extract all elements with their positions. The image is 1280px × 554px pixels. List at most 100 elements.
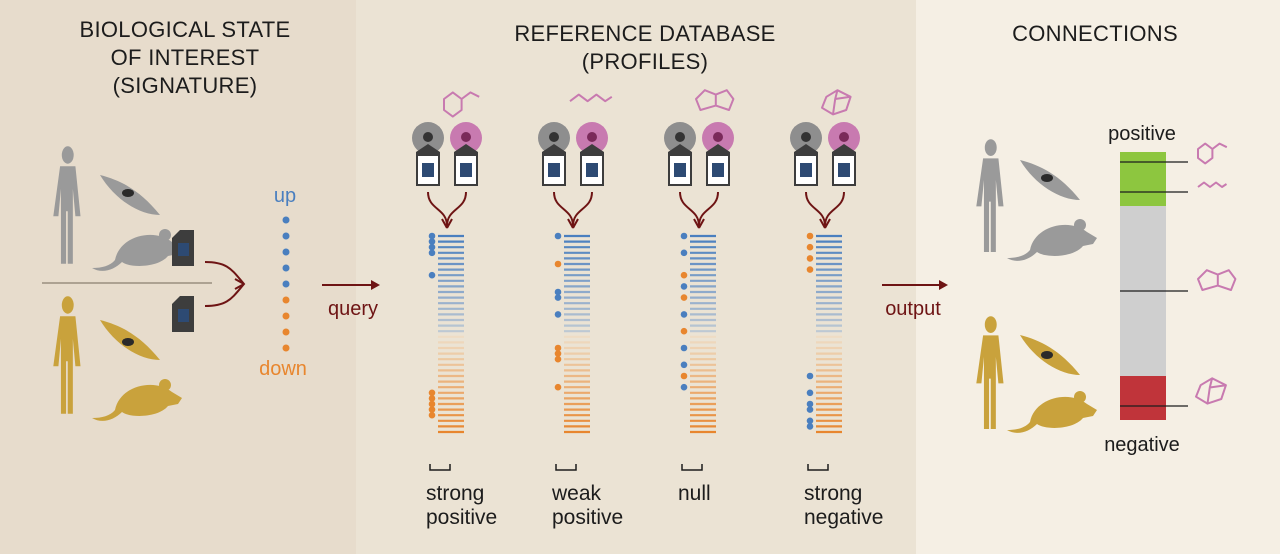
down-gene-dot xyxy=(554,344,562,352)
microarray-chip-icon xyxy=(454,144,478,186)
up-gene-dot xyxy=(680,361,688,369)
up-gene-dot xyxy=(428,271,436,279)
profile-column xyxy=(790,89,860,471)
gold-human-icon xyxy=(53,296,81,414)
up-gene-dot xyxy=(554,232,562,240)
microarray-chip-icon xyxy=(416,144,440,186)
up-gene-dot xyxy=(428,232,436,240)
up-gene-dot xyxy=(282,248,290,256)
compound-structure-icon xyxy=(695,89,735,111)
signature-dots xyxy=(282,216,290,352)
microarray-chip-icon xyxy=(172,230,194,266)
up-gene-dot xyxy=(554,311,562,318)
bracket-mark xyxy=(555,464,577,471)
compound-structure-icon xyxy=(1195,377,1227,405)
up-gene-dot xyxy=(282,216,290,224)
compound-structure-icon xyxy=(443,91,480,118)
microarray-chip-icon xyxy=(794,144,818,186)
down-gene-dot xyxy=(282,344,290,352)
up-gene-dot xyxy=(680,283,688,290)
gray-mouse-icon xyxy=(92,229,182,271)
reference-database-heading: REFERENCE DATABASE (PROFILES) xyxy=(514,21,776,74)
signature-panel xyxy=(0,0,356,554)
connections-panel xyxy=(916,0,1280,554)
down-gene-dot xyxy=(428,395,436,402)
down-gene-dot xyxy=(282,328,290,336)
up-gene-dot xyxy=(806,406,814,413)
query-label: query xyxy=(328,298,378,320)
ranked-compounds xyxy=(1195,142,1237,405)
profile-score-label: strong positive xyxy=(426,482,498,529)
profiles-layer xyxy=(412,89,860,471)
profile-score-label: strong negative xyxy=(804,482,884,529)
gray-human-icon xyxy=(976,139,1004,252)
compound-structure-icon xyxy=(1197,269,1237,291)
up-gene-dot xyxy=(806,372,814,380)
down-gene-dot xyxy=(806,243,814,251)
negative-segment xyxy=(1120,376,1166,420)
up-gene-dot xyxy=(680,311,688,318)
bracket-mark xyxy=(807,464,829,471)
gold-human-icon xyxy=(976,316,1004,429)
gray-mouse-icon xyxy=(1007,219,1097,261)
down-gene-dot xyxy=(680,294,688,301)
microarray-chip-icon xyxy=(706,144,730,186)
down-gene-dot xyxy=(428,389,436,397)
microarray-chip-icon xyxy=(668,144,692,186)
bracket-mark xyxy=(681,464,703,471)
gold-mouse-icon xyxy=(92,379,182,421)
up-gene-dot xyxy=(428,243,436,251)
down-label: down xyxy=(259,358,307,380)
up-gene-dot xyxy=(428,249,436,257)
reference-database-panel xyxy=(356,0,916,554)
compound-structure-icon xyxy=(569,93,613,103)
profile-column xyxy=(412,91,482,471)
microarray-chip-icon xyxy=(172,296,194,332)
microarray-chip-icon xyxy=(580,144,604,186)
gold-mouse-icon xyxy=(1007,391,1097,433)
negative-label: negative xyxy=(1104,434,1180,456)
profile-column xyxy=(538,93,613,471)
up-gene-dot xyxy=(806,400,814,408)
up-gene-dot xyxy=(680,344,688,352)
microarray-chip-icon xyxy=(542,144,566,186)
down-gene-dot xyxy=(806,266,814,273)
connections-heading: CONNECTIONS xyxy=(1012,21,1178,46)
up-gene-dot xyxy=(680,232,688,240)
bracket-mark xyxy=(429,464,451,471)
up-gene-dot xyxy=(806,389,814,397)
up-gene-dot xyxy=(282,264,290,272)
profile-column xyxy=(664,89,735,471)
down-gene-dot xyxy=(428,406,436,413)
output-label: output xyxy=(885,298,941,320)
up-gene-dot xyxy=(282,232,290,240)
up-gene-dot xyxy=(554,288,562,296)
microarray-chip-icon xyxy=(832,144,856,186)
compound-structure-icon xyxy=(1197,142,1228,165)
up-gene-dot xyxy=(428,238,436,245)
up-gene-dot xyxy=(282,280,290,288)
up-gene-dot xyxy=(680,383,688,391)
down-gene-dot xyxy=(680,327,688,335)
compound-structure-icon xyxy=(821,89,852,116)
up-gene-dot xyxy=(806,417,814,425)
signature-heading: BIOLOGICAL STATE OF INTEREST (SIGNATURE) xyxy=(79,17,291,98)
down-gene-dot xyxy=(428,400,436,408)
down-gene-dot xyxy=(680,372,688,380)
up-gene-dot xyxy=(806,423,814,430)
down-gene-dot xyxy=(680,271,688,279)
positive-segment xyxy=(1120,152,1166,206)
down-gene-dot xyxy=(554,383,562,391)
profile-score-label: null xyxy=(678,482,711,505)
up-label: up xyxy=(274,185,296,207)
down-gene-dot xyxy=(554,355,562,363)
up-gene-dot xyxy=(680,249,688,257)
profile-score-label: weak positive xyxy=(552,482,624,529)
compound-structure-icon xyxy=(1197,181,1228,189)
positive-label: positive xyxy=(1108,123,1176,145)
gray-human-icon xyxy=(53,146,81,264)
up-gene-dot xyxy=(554,294,562,301)
down-gene-dot xyxy=(282,312,290,320)
